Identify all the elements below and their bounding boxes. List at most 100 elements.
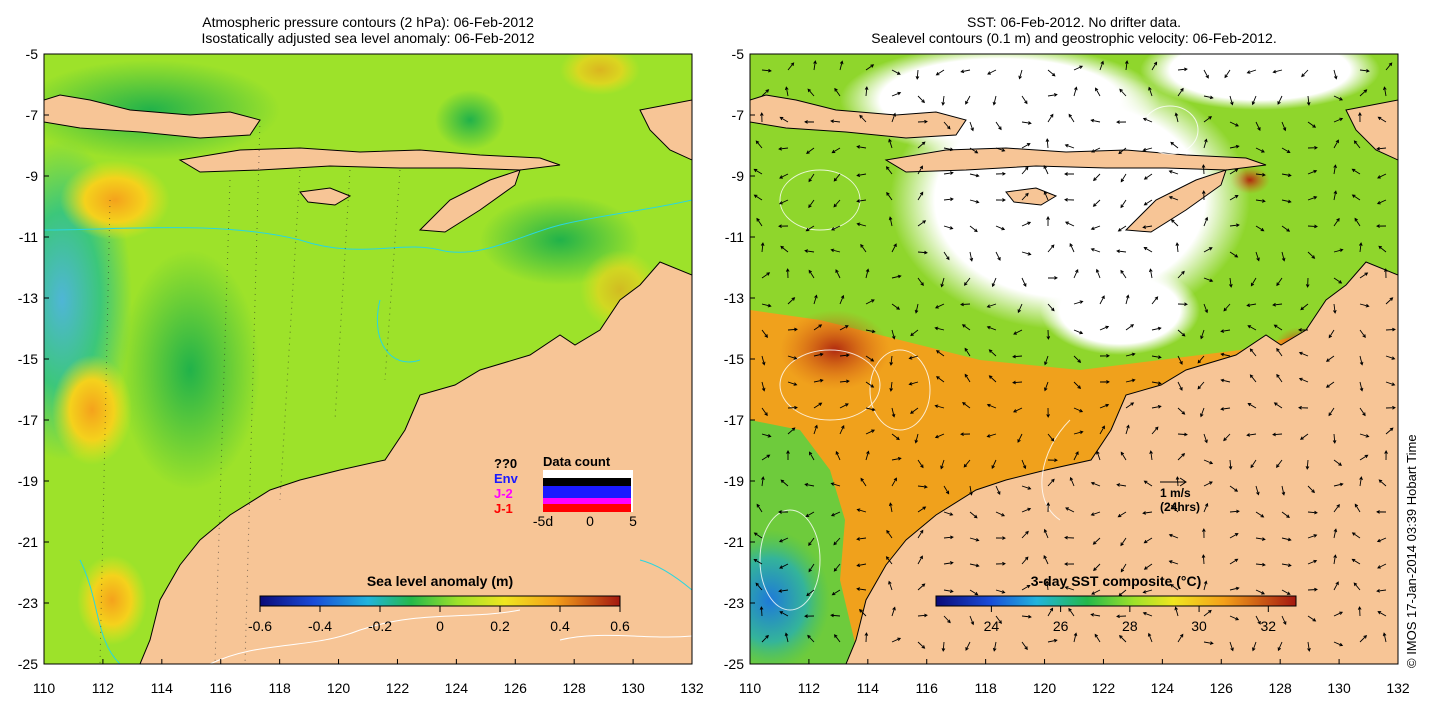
velocity-arrow — [1251, 95, 1257, 106]
velocity-arrow — [964, 347, 971, 357]
velocity-arrow — [1307, 534, 1318, 539]
velocity-arrow — [1092, 537, 1101, 545]
y-tick-label: -19 — [723, 473, 744, 489]
velocity-arrow — [1333, 459, 1343, 466]
velocity-arrow — [935, 376, 945, 383]
velocity-arrow — [1044, 355, 1049, 366]
velocity-arrow — [943, 147, 954, 152]
velocity-arrow — [761, 407, 768, 417]
velocity-arrow — [856, 173, 867, 177]
y-tick-label: -17 — [723, 412, 744, 428]
velocity-arrow — [969, 537, 980, 542]
velocity-arrow — [1203, 216, 1209, 227]
velocity-arrow — [778, 146, 789, 151]
velocity-arrow — [839, 353, 850, 358]
velocity-arrow — [935, 350, 945, 357]
velocity-arrow — [1307, 196, 1318, 201]
velocity-arrow — [761, 634, 769, 643]
velocity-arrow — [856, 587, 867, 591]
velocity-arrow — [1073, 86, 1078, 97]
x-tick-label: 114 — [856, 680, 879, 696]
velocity-arrow — [865, 450, 870, 461]
velocity-arrow — [865, 407, 876, 412]
data-count-inset — [543, 470, 633, 512]
velocity-arrow — [1064, 144, 1075, 149]
velocity-arrow — [1385, 405, 1396, 410]
velocity-arrow — [943, 615, 951, 624]
velocity-arrow — [1277, 95, 1283, 105]
velocity-arrow — [1203, 459, 1214, 465]
velocity-arrow — [1017, 433, 1023, 443]
velocity-arrow — [1151, 326, 1162, 331]
velocity-arrow — [1047, 478, 1055, 487]
velocity-arrow — [835, 450, 841, 461]
velocity-arrow — [865, 268, 870, 279]
velocity-arrow — [864, 86, 869, 97]
velocity-arrow — [995, 511, 1006, 517]
velocity-arrow — [917, 277, 924, 287]
velocity-arrow — [988, 349, 997, 357]
velocity-arrow — [805, 511, 815, 517]
velocity-arrow — [1142, 117, 1153, 123]
velocity-arrow — [1203, 69, 1209, 79]
velocity-arrow — [1046, 502, 1051, 513]
velocity-arrow — [969, 589, 979, 596]
velocity-arrow — [1247, 325, 1257, 331]
velocity-arrow — [1223, 433, 1231, 442]
velocity-arrow — [1177, 329, 1186, 337]
data-count-bar-segment — [615, 486, 623, 498]
velocity-arrow — [1116, 614, 1127, 619]
java-land-right — [750, 94, 967, 139]
velocity-arrow — [1203, 481, 1213, 487]
ssla-colorbar — [259, 595, 621, 607]
data-count-legend-entry: ??0 — [494, 456, 518, 471]
velocity-arrow — [1125, 424, 1130, 435]
colorbar-tick-label: 26 — [1052, 618, 1069, 634]
velocity-arrow — [1168, 170, 1179, 175]
y-tick-label: -19 — [17, 473, 38, 489]
velocity-arrow — [995, 615, 1002, 624]
velocity-arrow — [830, 119, 841, 124]
velocity-arrow — [1281, 537, 1292, 542]
velocity-arrow — [1203, 502, 1209, 513]
sst-colorbar — [935, 595, 1297, 607]
velocity-arrow — [1307, 169, 1318, 175]
velocity-arrow — [1220, 378, 1231, 383]
velocity-arrow — [1073, 407, 1084, 413]
velocity-arrow — [1223, 303, 1231, 312]
velocity-arrow — [1090, 118, 1101, 123]
velocity-arrow — [1021, 221, 1032, 227]
velocity-arrow — [1118, 147, 1127, 155]
velocity-arrow — [889, 381, 893, 392]
velocity-arrow — [1332, 433, 1337, 444]
velocity-arrow — [1281, 251, 1286, 262]
velocity-arrow — [1065, 507, 1075, 513]
velocity-arrow — [1047, 93, 1058, 97]
y-tick-label: -15 — [723, 351, 744, 367]
velocity-arrow — [808, 537, 815, 547]
velocity-arrow — [808, 563, 815, 573]
velocity-arrow — [1351, 194, 1361, 201]
velocity-arrow — [1273, 402, 1283, 409]
velocity-arrow — [943, 251, 950, 261]
ssla-colorbar-label: Sea level anomaly (m) — [366, 573, 514, 589]
velocity-arrow — [1143, 563, 1153, 570]
velocity-arrow — [761, 272, 771, 279]
australia-land-left — [139, 261, 692, 664]
data-count-bar-segment — [575, 498, 583, 504]
velocity-arrow — [960, 302, 971, 307]
velocity-arrow — [963, 277, 971, 286]
velocity-arrow — [1333, 528, 1338, 539]
velocity-arrow — [1143, 480, 1153, 487]
velocity-arrow — [934, 404, 945, 409]
velocity-arrow — [760, 242, 765, 253]
velocity-arrow — [1359, 303, 1370, 308]
velocity-arrow — [756, 503, 763, 513]
velocity-arrow — [940, 459, 945, 470]
velocity-arrow — [1298, 377, 1309, 383]
velocity-arrow — [1300, 433, 1309, 440]
velocity-arrow — [969, 485, 973, 496]
y-tick-label: -9 — [731, 168, 744, 184]
data-count-bar-segment — [615, 498, 623, 504]
